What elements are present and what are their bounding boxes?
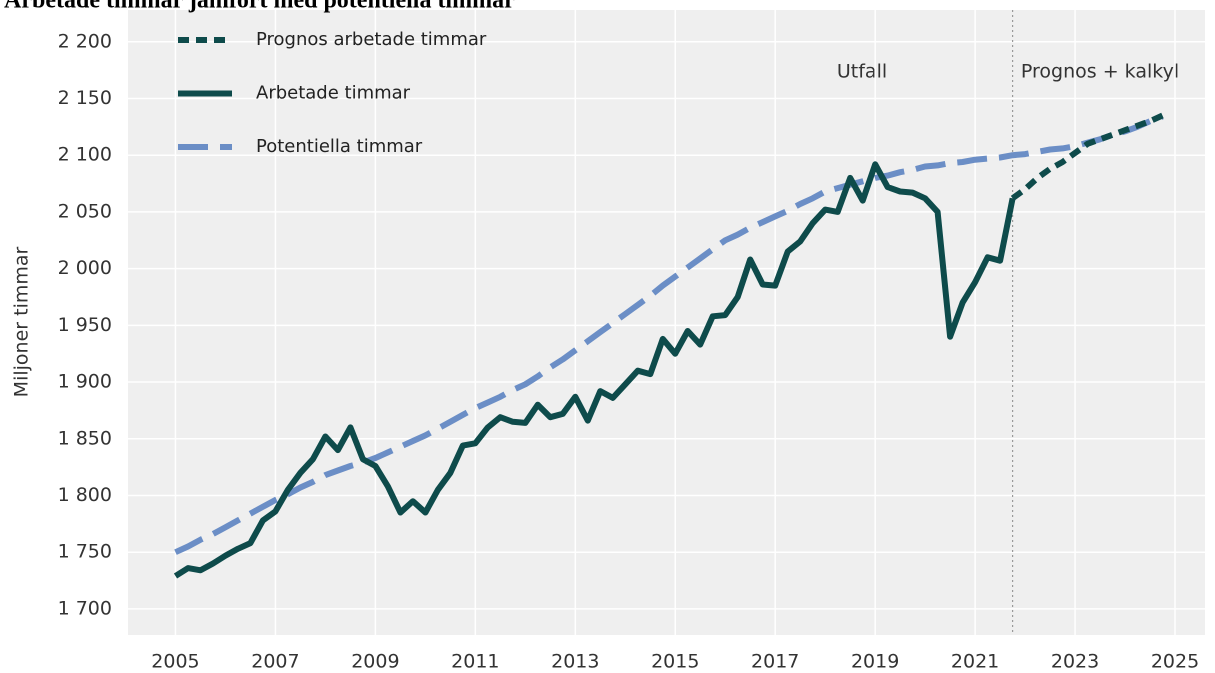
series-line <box>173 161 1016 579</box>
chart-title: Arbetade timmar jämfört med potentiella … <box>4 0 515 14</box>
annotation: Prognos + kalkyl <box>1021 61 1179 83</box>
series-line <box>174 113 1164 555</box>
y-tick-label: 1 900 <box>58 371 112 393</box>
y-axis-label: Miljoner timmar <box>11 246 33 397</box>
series-line <box>1010 112 1164 201</box>
x-tick-label: 2017 <box>751 651 799 673</box>
y-tick-label: 1 850 <box>58 427 112 449</box>
x-tick-label: 2019 <box>851 651 899 673</box>
y-tick-label: 2 050 <box>58 200 112 222</box>
y-tick-label: 1 700 <box>58 597 112 619</box>
legend-label: Arbetade timmar <box>256 83 411 104</box>
y-tick-label: 1 950 <box>58 314 112 336</box>
x-tick-label: 2015 <box>651 651 699 673</box>
x-tick-label: 2025 <box>1151 651 1199 673</box>
y-tick-label: 2 200 <box>58 30 112 52</box>
x-tick-label: 2021 <box>951 651 999 673</box>
y-tick-label: 1 800 <box>58 484 112 506</box>
x-tick-label: 2007 <box>251 651 299 673</box>
x-tick-label: 2005 <box>151 651 199 673</box>
x-tick-label: 2013 <box>551 651 599 673</box>
x-tick-label: 2011 <box>451 651 499 673</box>
legend-label: Prognos arbetade timmar <box>256 29 487 50</box>
annotation: Utfall <box>837 61 887 83</box>
y-tick-label: 2 150 <box>58 87 112 109</box>
legend-label: Potentiella timmar <box>256 136 423 157</box>
x-tick-label: 2009 <box>351 651 399 673</box>
y-tick-label: 1 750 <box>58 541 112 563</box>
y-tick-label: 2 100 <box>58 144 112 166</box>
y-tick-label: 2 000 <box>58 257 112 279</box>
x-tick-label: 2023 <box>1051 651 1099 673</box>
plot-background <box>128 10 1205 635</box>
